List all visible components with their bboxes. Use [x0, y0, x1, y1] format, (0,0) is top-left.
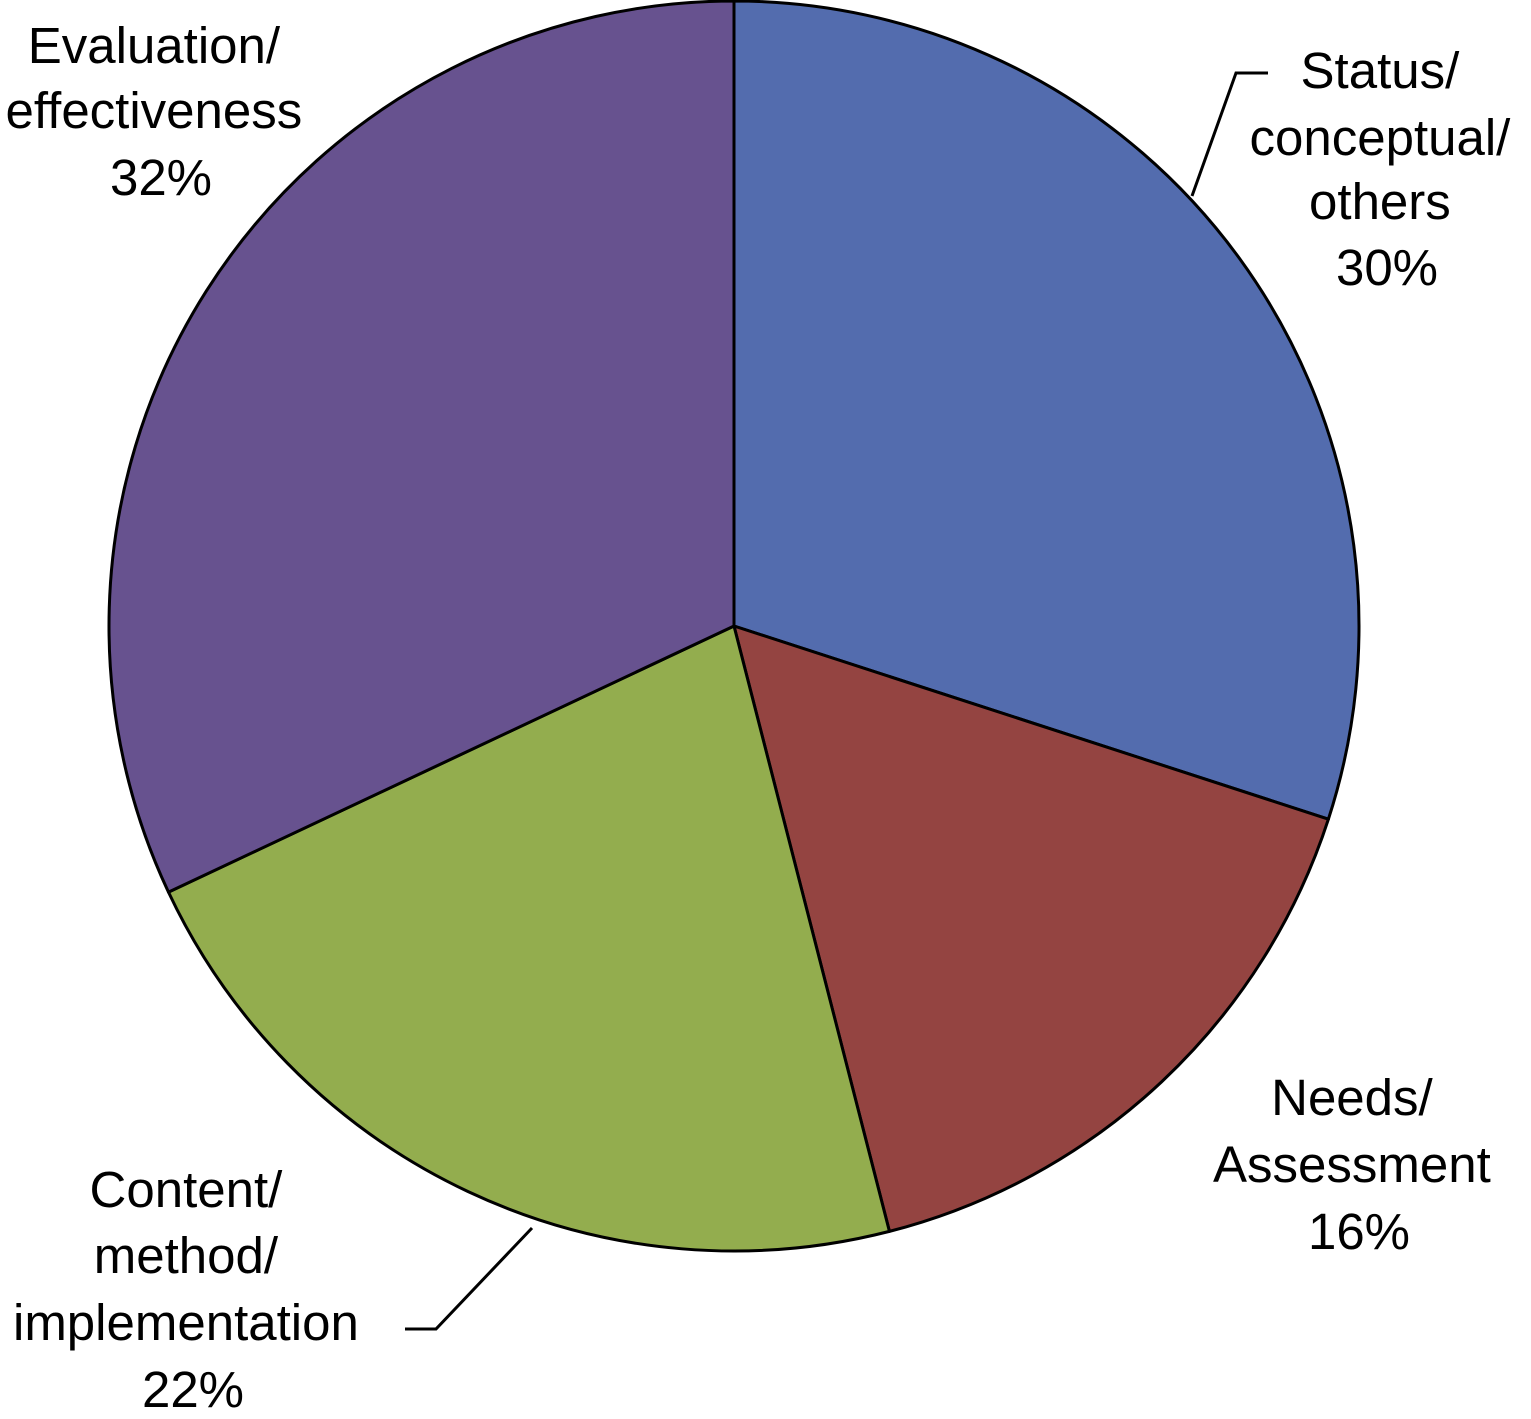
slice-label-line: effectiveness — [6, 82, 303, 139]
pie-slice-content — [166, 624, 891, 1253]
slice-label-line: others — [1309, 173, 1451, 230]
slice-value-label: 30% — [1336, 239, 1438, 296]
slice-label-evaluation: Evaluation/ effectiveness 32% — [6, 17, 317, 206]
slice-label-line: method/ — [94, 1227, 279, 1284]
pie-slice-status — [732, 0, 1361, 821]
slice-label-line: Needs/ — [1271, 1069, 1433, 1126]
slice-value-label: 32% — [110, 149, 212, 206]
pie-slice-evaluation — [107, 0, 736, 894]
pie-slice-needs — [732, 624, 1330, 1233]
pie-slices — [107, 0, 1361, 1253]
leader-line-status — [1190, 71, 1268, 197]
slice-label-line: Evaluation/ — [28, 17, 281, 74]
slice-label-line: Assessment — [1213, 1136, 1491, 1193]
slice-label-line: Status/ — [1301, 42, 1461, 99]
slice-label-line: conceptual/ — [1249, 109, 1511, 166]
slice-label-line: implementation — [13, 1294, 359, 1351]
slice-label-line: Content/ — [90, 1161, 284, 1218]
slice-value-label: 22% — [142, 1361, 244, 1418]
leader-line-content — [405, 1226, 534, 1331]
slice-value-label: 16% — [1308, 1203, 1410, 1260]
slice-label-content: Content/ method/ implementation 22% — [13, 1161, 373, 1418]
slice-label-status: Status/ conceptual/ others 30% — [1249, 42, 1524, 296]
slice-label-needs: Needs/ Assessment 16% — [1213, 1069, 1505, 1260]
